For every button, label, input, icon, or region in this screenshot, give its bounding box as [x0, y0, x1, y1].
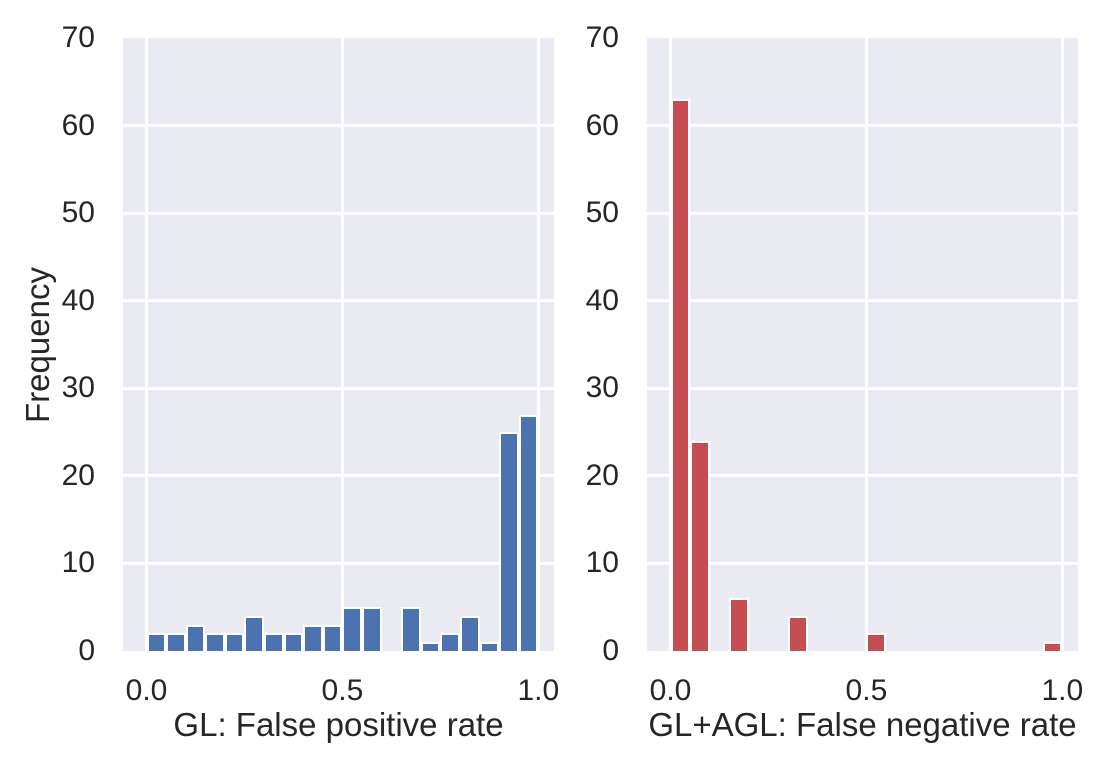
histogram-bar: [518, 414, 539, 651]
histogram-bar: [459, 615, 480, 651]
y-tick-label: 60: [61, 108, 95, 142]
histogram-bar: [729, 598, 749, 651]
histogram-bar: [690, 440, 710, 651]
y-tick-label: 10: [61, 546, 95, 580]
plot-area: [123, 38, 554, 651]
gridline-horizontal: [123, 561, 554, 565]
gridline-horizontal: [647, 386, 1078, 390]
y-tick-label: 20: [585, 458, 619, 492]
y-tick-label: 50: [61, 196, 95, 230]
y-tick-label: 40: [585, 283, 619, 317]
gridline-vertical: [1060, 38, 1064, 651]
gridline-horizontal: [647, 474, 1078, 478]
histogram-bar: [1042, 642, 1063, 651]
y-tick-label: 30: [61, 371, 95, 405]
histogram-bar: [342, 607, 362, 651]
y-tick-label: 60: [585, 108, 619, 142]
gridline-vertical: [145, 38, 148, 651]
histogram-bar: [401, 607, 421, 651]
histogram-bar: [499, 432, 519, 651]
y-tick-label: 0: [602, 634, 619, 667]
histogram-bar: [440, 633, 460, 651]
histogram-bar: [420, 642, 441, 651]
x-tick-label: 1.0: [1041, 674, 1084, 707]
x-tick-label: 1.0: [517, 674, 560, 707]
x-axis-label: GL: False positive rate: [173, 706, 504, 743]
gridline-horizontal: [647, 299, 1078, 303]
gridline-horizontal: [647, 211, 1078, 215]
gridline-horizontal: [123, 211, 554, 215]
x-tick-label: 0.0: [125, 674, 168, 707]
subplot-false-negative-rate: GL+AGL: False negative rate 0 10 20 30 40 50 6…: [586, 0, 1084, 776]
histogram-bar: [866, 633, 886, 651]
histogram-bar: [205, 633, 225, 651]
y-axis-label: Frequency: [19, 267, 56, 423]
histogram-bar: [670, 99, 691, 651]
y-tick-label: 10: [585, 546, 619, 580]
histogram-bar: [362, 607, 382, 651]
histogram-bar: [479, 642, 500, 651]
gridline-horizontal: [647, 124, 1078, 128]
histogram-bar: [303, 624, 323, 651]
y-tick-label: 70: [585, 21, 619, 54]
x-tick-label: 0.5: [845, 674, 888, 707]
y-tick-label: 0: [78, 634, 95, 667]
subplot-false-positive-rate: GL: False positive rate 0 10 20 30 40 50 60 70 0…: [62, 0, 560, 776]
histogram-bar: [283, 633, 304, 651]
histogram-bar: [224, 633, 245, 651]
y-tick-label: 20: [61, 458, 95, 492]
gridline-horizontal: [123, 299, 554, 303]
histogram-bar: [166, 633, 186, 651]
x-tick-label: 0.0: [649, 674, 692, 707]
gridline-horizontal: [123, 124, 554, 128]
x-axis-label: GL+AGL: False negative rate: [648, 706, 1077, 743]
histogram-bar: [185, 624, 206, 651]
histogram-bar: [788, 615, 808, 651]
gridline-vertical: [536, 38, 540, 651]
gridline-vertical: [340, 38, 344, 651]
y-tick-label: 70: [61, 21, 95, 54]
y-tick-label: 40: [61, 283, 95, 317]
x-tick-label: 0.5: [321, 674, 364, 707]
y-tick-label: 50: [585, 196, 619, 230]
gridline-horizontal: [123, 386, 554, 390]
y-tick-label: 30: [585, 371, 619, 405]
plot-area: [647, 38, 1078, 651]
histogram-bar: [146, 633, 167, 651]
gridline-horizontal: [647, 561, 1078, 565]
histogram-bar: [264, 633, 284, 651]
gridline-horizontal: [123, 474, 554, 478]
histogram-bar: [244, 615, 265, 651]
gridline-vertical: [864, 38, 868, 651]
histogram-bar: [322, 624, 343, 651]
